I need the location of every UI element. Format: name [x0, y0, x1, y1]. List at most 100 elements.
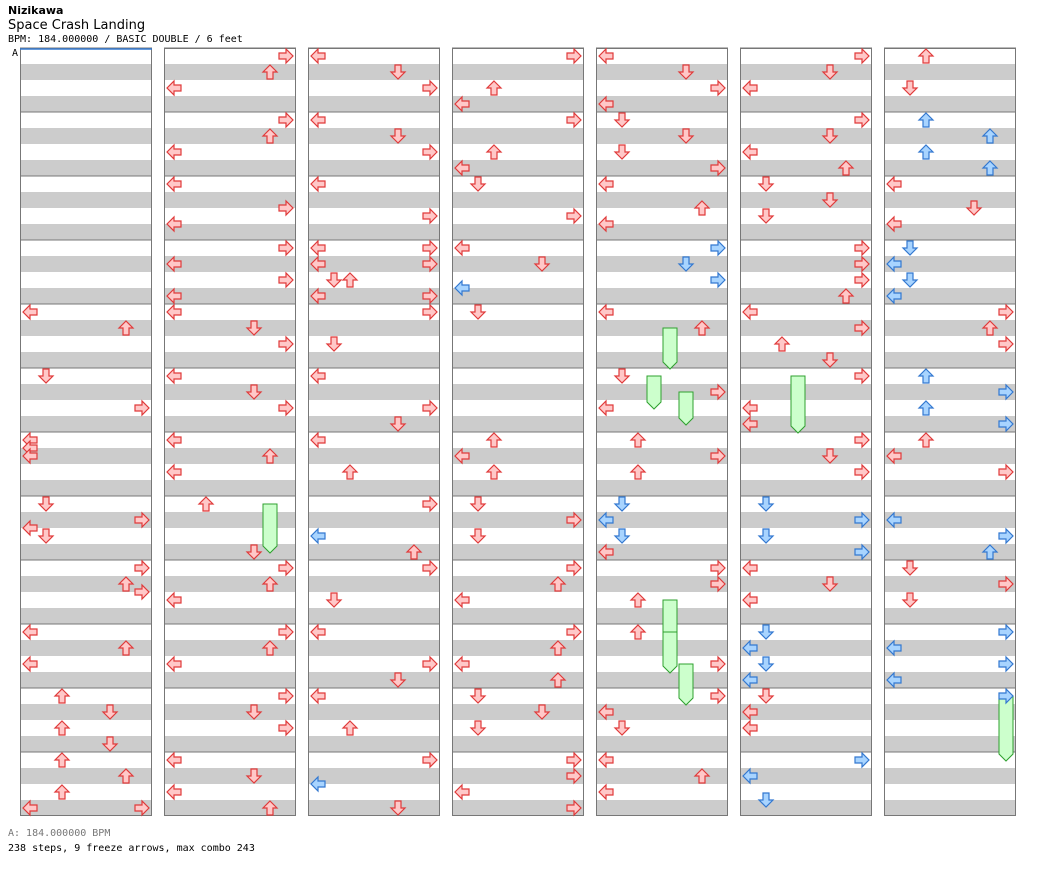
beat-stripe	[452, 688, 584, 704]
beat-stripe	[740, 320, 872, 336]
beat-stripe	[740, 112, 872, 128]
beat-stripe	[452, 560, 584, 576]
step-arrow	[389, 672, 407, 688]
step-arrow	[757, 176, 775, 192]
beat-stripe	[740, 432, 872, 448]
beat-stripe	[164, 592, 296, 608]
step-arrow	[245, 384, 263, 400]
beat-stripe	[884, 368, 1016, 384]
step-arrow	[469, 688, 487, 704]
beat-stripe	[884, 592, 1016, 608]
beat-stripe	[308, 752, 440, 768]
step-arrow	[566, 207, 582, 225]
beat-stripe	[308, 592, 440, 608]
step-arrow	[454, 95, 470, 113]
beat-stripe	[164, 720, 296, 736]
step-arrow	[422, 495, 438, 513]
step-arrow	[22, 431, 38, 449]
beat-stripe	[740, 144, 872, 160]
step-arrow	[341, 720, 359, 736]
beat-stripe	[596, 576, 728, 592]
beat-stripe	[164, 528, 296, 544]
beat-stripe	[308, 256, 440, 272]
step-arrow	[854, 751, 870, 769]
step-arrow	[998, 383, 1014, 401]
step-arrow	[422, 239, 438, 257]
beat-stripe	[308, 560, 440, 576]
beat-stripe	[20, 400, 152, 416]
beat-stripe	[164, 192, 296, 208]
beat-stripe	[452, 352, 584, 368]
step-arrow	[854, 319, 870, 337]
beat-stripe	[308, 464, 440, 480]
beat-stripe	[164, 640, 296, 656]
beat-stripe	[20, 592, 152, 608]
step-arrow	[469, 720, 487, 736]
beat-stripe	[596, 400, 728, 416]
step-arrow	[422, 255, 438, 273]
step-arrow	[998, 463, 1014, 481]
step-arrow	[901, 592, 919, 608]
step-arrow	[598, 47, 614, 65]
freeze-arrow	[662, 327, 678, 370]
step-arrow	[886, 511, 902, 529]
beat-stripe	[452, 384, 584, 400]
beat-stripe	[596, 240, 728, 256]
beat-stripe	[452, 528, 584, 544]
step-arrow	[469, 496, 487, 512]
beat-stripe	[740, 448, 872, 464]
beat-stripe	[308, 688, 440, 704]
beat-stripe	[164, 288, 296, 304]
step-arrow	[325, 336, 343, 352]
step-arrow	[389, 800, 407, 816]
beat-stripe	[596, 464, 728, 480]
chart-footer: A: 184.000000 BPM 238 steps, 9 freeze ar…	[8, 826, 255, 856]
freeze-arrow	[790, 375, 806, 434]
beat-stripe	[884, 64, 1016, 80]
step-arrow	[422, 143, 438, 161]
step-arrow	[917, 368, 935, 384]
beat-stripe	[164, 464, 296, 480]
beat-stripe	[452, 304, 584, 320]
beat-stripe	[20, 336, 152, 352]
beat-stripe	[452, 416, 584, 432]
beat-stripe	[884, 160, 1016, 176]
freeze-arrow	[662, 631, 678, 674]
step-arrow	[166, 287, 182, 305]
step-arrow	[117, 768, 135, 784]
step-arrow	[710, 271, 726, 289]
step-arrow	[598, 399, 614, 417]
chart-column	[596, 47, 728, 816]
beat-stripe	[20, 96, 152, 112]
beat-stripe	[596, 304, 728, 320]
beat-stripe	[740, 128, 872, 144]
step-arrow	[166, 303, 182, 321]
beat-stripe	[452, 224, 584, 240]
step-arrow	[693, 768, 711, 784]
beat-stripe	[884, 240, 1016, 256]
step-arrow	[566, 47, 582, 65]
beat-stripe	[20, 576, 152, 592]
beat-stripe	[596, 416, 728, 432]
beat-stripe	[20, 224, 152, 240]
beat-stripe	[308, 672, 440, 688]
step-arrow	[278, 559, 294, 577]
beat-stripe	[452, 272, 584, 288]
step-arrow	[742, 559, 758, 577]
beat-stripe	[164, 208, 296, 224]
beat-stripe	[164, 480, 296, 496]
beat-stripe	[164, 368, 296, 384]
beat-stripe	[452, 496, 584, 512]
beat-stripe	[20, 656, 152, 672]
beat-stripe	[20, 192, 152, 208]
step-arrow	[854, 239, 870, 257]
step-arrow	[261, 640, 279, 656]
beat-stripe	[20, 464, 152, 480]
beat-stripe	[20, 768, 152, 784]
beat-stripe	[884, 272, 1016, 288]
beat-stripe	[164, 320, 296, 336]
step-arrow	[166, 783, 182, 801]
step-arrow	[454, 279, 470, 297]
beat-stripe	[452, 608, 584, 624]
step-arrow	[757, 624, 775, 640]
